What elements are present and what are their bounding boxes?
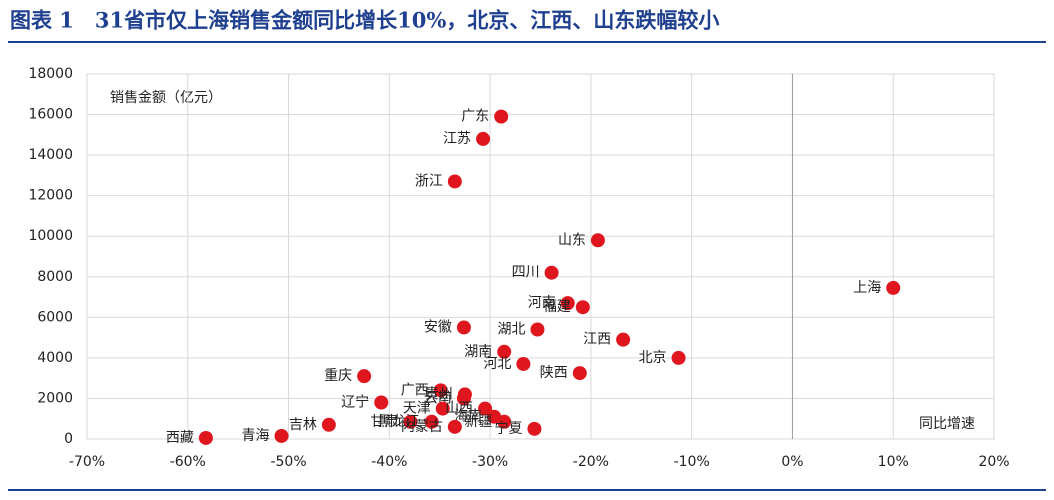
point <box>374 395 389 410</box>
point <box>590 233 605 248</box>
point-label: 辽宁 <box>341 394 369 411</box>
point-label: 青海 <box>242 428 270 444</box>
x-tick-label: 10% <box>878 454 909 470</box>
point-label: 四川 <box>512 265 540 281</box>
point <box>530 322 545 337</box>
point <box>494 109 509 124</box>
point-label: 西藏 <box>166 430 194 446</box>
y-tick-label: 14000 <box>28 147 73 163</box>
point <box>497 414 512 429</box>
point-label: 天津 <box>403 401 431 417</box>
point-label: 山东 <box>558 232 586 248</box>
point <box>560 296 575 311</box>
x-tick-label: -40% <box>371 454 407 470</box>
point <box>274 428 289 443</box>
point <box>476 131 491 146</box>
y-tick-label: 18000 <box>28 66 73 82</box>
y-tick-label: 2000 <box>37 390 73 406</box>
point <box>447 419 462 434</box>
point-label: 河南 <box>528 295 556 311</box>
y-tick-label: 10000 <box>28 228 73 244</box>
point <box>456 320 471 335</box>
point-label: 甘肃 <box>370 414 398 430</box>
point-label: 陕西 <box>540 365 568 381</box>
point <box>516 356 531 371</box>
point <box>357 369 372 384</box>
point-label: 内蒙古 <box>401 419 443 435</box>
point <box>575 300 590 315</box>
y-axis-label: 销售金额（亿元） <box>110 90 222 106</box>
point <box>671 350 686 365</box>
point <box>321 417 336 432</box>
chart-title: 图表 1 31省市仅上海销售金额同比增长10%，北京、江西、山东跌幅较小 <box>10 8 719 33</box>
point-label: 北京 <box>639 350 667 366</box>
y-tick-label: 8000 <box>37 269 73 285</box>
point-label: 宁夏 <box>494 420 522 437</box>
x-tick-label: -60% <box>170 454 206 470</box>
x-tick-label: 0% <box>781 454 803 470</box>
y-tick-label: 16000 <box>28 107 73 123</box>
y-tick-label: 0 <box>64 431 73 447</box>
plot-frame <box>86 73 995 440</box>
point-label: 湖南 <box>464 344 492 360</box>
point-label: 贵州 <box>425 386 453 402</box>
point-label: 湖北 <box>497 322 525 338</box>
x-tick-label: -20% <box>573 454 609 470</box>
point-label: 黑龙江 <box>378 414 420 430</box>
point-label: 新疆 <box>464 414 492 430</box>
point <box>572 366 587 381</box>
point-label: 安徽 <box>424 319 452 335</box>
x-tick-label: 20% <box>978 454 1009 470</box>
point-label: 广西 <box>401 382 429 398</box>
point-label: 江西 <box>583 332 611 348</box>
y-tick-label: 12000 <box>28 188 73 204</box>
point-label: 山西 <box>445 401 473 417</box>
point <box>886 280 901 295</box>
point <box>433 383 448 398</box>
point <box>435 401 450 416</box>
point <box>616 332 631 347</box>
point-label: 福建 <box>543 299 571 315</box>
x-tick-label: -50% <box>270 454 306 470</box>
point-label: 吉林 <box>289 417 317 433</box>
y-tick-label: 6000 <box>37 309 73 325</box>
x-axis-label: 同比增速 <box>919 416 975 432</box>
point-label: 重庆 <box>324 368 352 384</box>
point <box>478 401 493 416</box>
point-label: 河北 <box>483 356 511 372</box>
point-label: 广东 <box>461 109 489 125</box>
point <box>497 344 512 359</box>
y-tick-label: 4000 <box>37 350 73 366</box>
point-label: 浙江 <box>415 173 443 189</box>
x-tick-label: -10% <box>674 454 710 470</box>
point <box>544 265 559 280</box>
point <box>527 421 542 436</box>
x-tick-label: -30% <box>472 454 508 470</box>
point <box>198 430 213 445</box>
point <box>456 391 471 406</box>
point-label: 江苏 <box>443 131 471 147</box>
point-label: 上海 <box>853 280 881 296</box>
point <box>424 414 439 429</box>
x-tick-label: -70% <box>69 454 105 470</box>
point-label: 海南 <box>454 409 482 425</box>
point <box>447 174 462 189</box>
point <box>403 414 418 429</box>
